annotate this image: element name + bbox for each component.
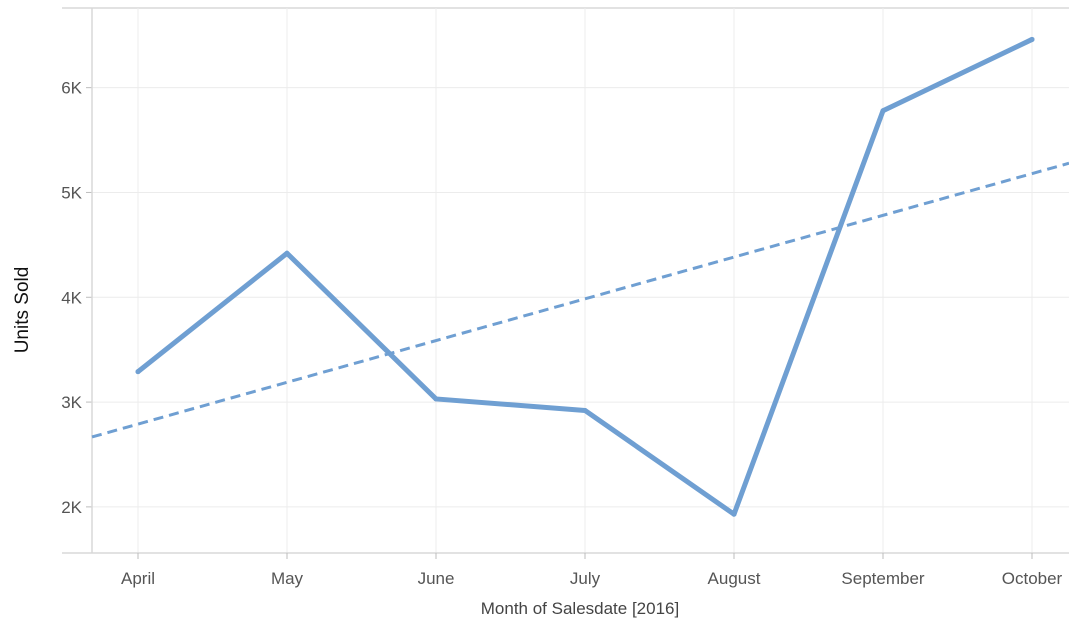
data-point[interactable] xyxy=(135,369,141,375)
x-tick-label: August xyxy=(708,569,761,588)
series-layer xyxy=(135,36,1035,517)
x-tick-label: April xyxy=(121,569,155,588)
data-point[interactable] xyxy=(880,108,886,114)
y-tick-label: 3K xyxy=(61,393,82,412)
y-tick-label: 6K xyxy=(61,79,82,98)
x-tick-label: July xyxy=(570,569,601,588)
x-tick-label: October xyxy=(1002,569,1063,588)
x-tick-label: June xyxy=(418,569,455,588)
trend-line xyxy=(91,161,1069,439)
axes xyxy=(62,8,1069,559)
x-axis-title: Month of Salesdate [2016] xyxy=(481,599,679,618)
labels: 2K 3K 4K 5K 6K April May June July August Septembe… xyxy=(61,79,1062,588)
data-point[interactable] xyxy=(1029,36,1035,42)
x-tick-label: September xyxy=(841,569,924,588)
x-tick-label: May xyxy=(271,569,304,588)
trend-line-layer xyxy=(91,161,1069,439)
y-tick-label: 4K xyxy=(61,288,82,307)
y-tick-label: 5K xyxy=(61,183,82,202)
data-point[interactable] xyxy=(731,511,737,517)
grid xyxy=(62,7,1069,553)
y-tick-label: 2K xyxy=(61,498,82,517)
data-point[interactable] xyxy=(433,396,439,402)
data-point[interactable] xyxy=(284,250,290,256)
y-axis-title: Units Sold xyxy=(12,267,33,354)
data-point[interactable] xyxy=(582,407,588,413)
